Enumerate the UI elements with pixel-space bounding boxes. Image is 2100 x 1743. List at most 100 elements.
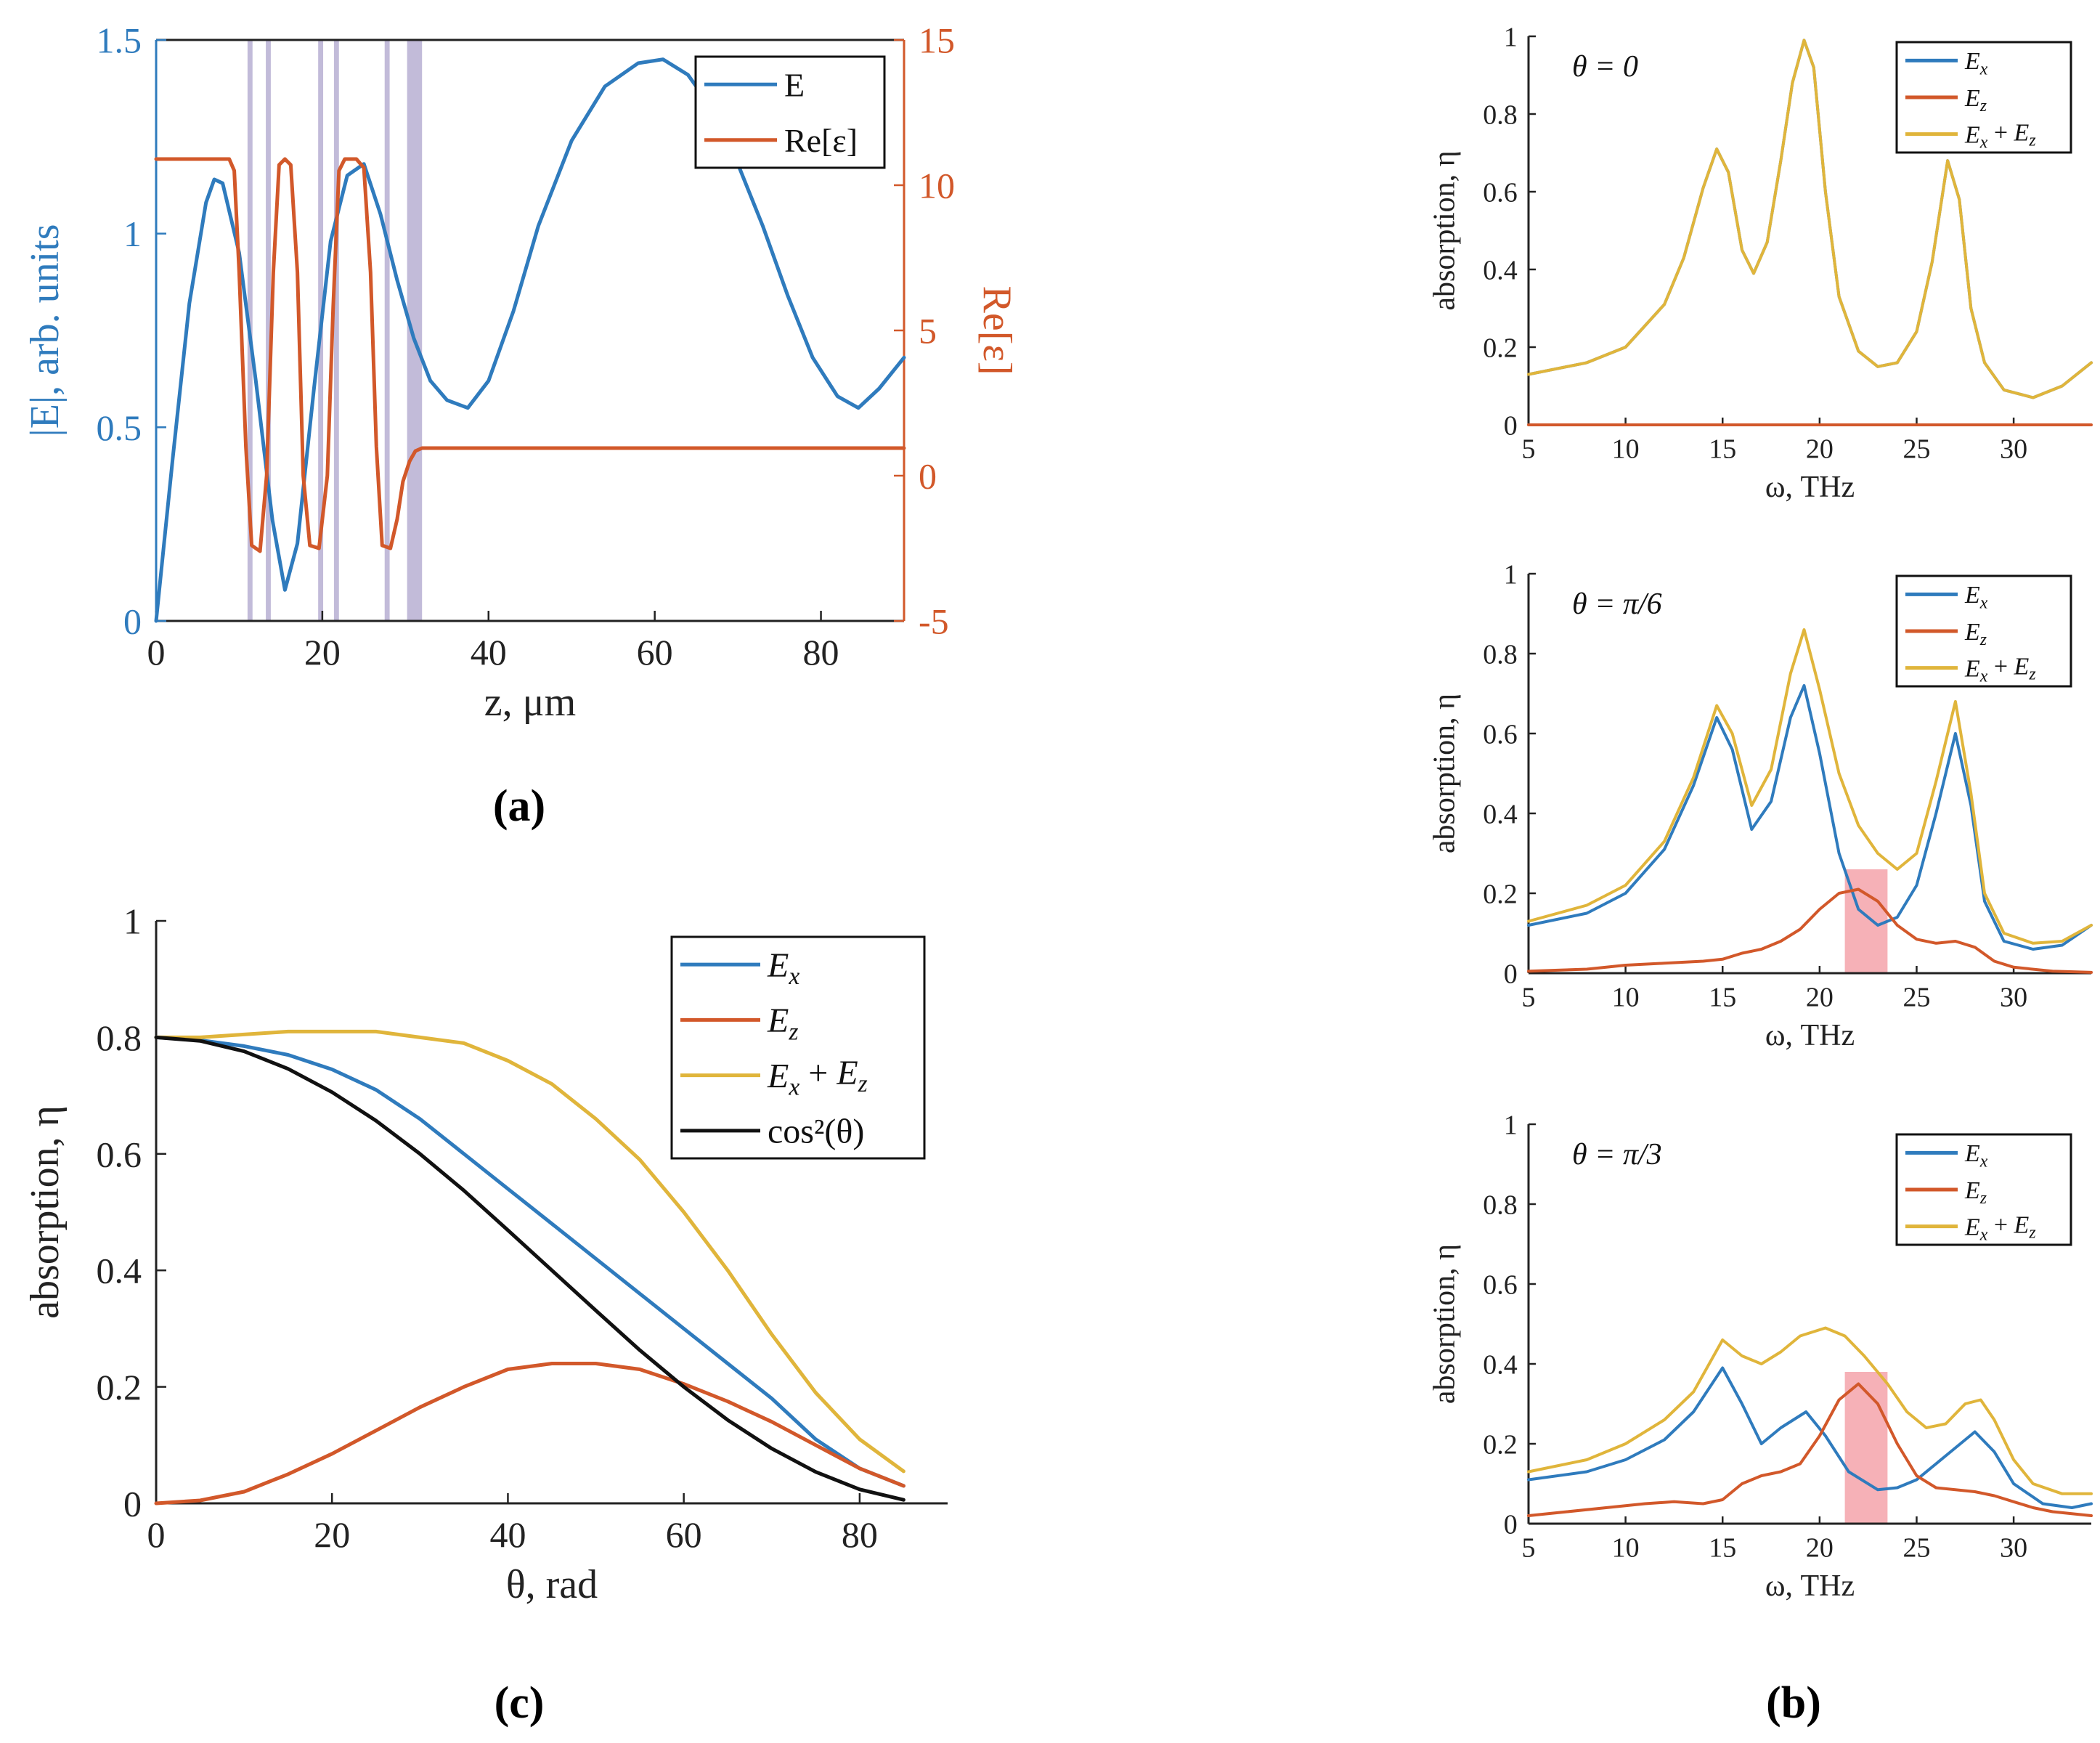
series-line-e bbox=[154, 57, 906, 623]
legend-label: Ex​ + Ez​ bbox=[1964, 120, 2036, 153]
x-tick-label: 15 bbox=[1709, 983, 1736, 1013]
y-tick-label: 0.4 bbox=[97, 1251, 142, 1291]
y-right-tick-label: -5 bbox=[919, 601, 949, 642]
y-axis-label: absorption, η bbox=[1428, 1244, 1461, 1404]
series-line-exez bbox=[1527, 628, 2093, 945]
y-axis-label-right: Re[ε] bbox=[974, 285, 1020, 375]
caption-b: (b) bbox=[1766, 1678, 1821, 1728]
x-tick-label: 25 bbox=[1902, 983, 1930, 1013]
x-tick-label: 20 bbox=[1806, 434, 1834, 465]
y-axis-label: absorption, η bbox=[1428, 694, 1461, 853]
x-tick-label: 25 bbox=[1902, 1533, 1930, 1564]
y-tick-label: 0.5 bbox=[97, 407, 142, 448]
caption-a: (a) bbox=[493, 781, 545, 831]
y-right-tick-label: 0 bbox=[919, 456, 937, 497]
x-tick-label: 40 bbox=[471, 632, 507, 673]
legend-label: Ez​ bbox=[1964, 1177, 1987, 1208]
x-tick-label: 15 bbox=[1709, 434, 1736, 465]
y-tick-label: 1 bbox=[1504, 559, 1518, 590]
x-tick-label: 20 bbox=[314, 1514, 350, 1555]
legend-label: Ex​ + Ez​ bbox=[1964, 1212, 2036, 1245]
series-line-exez bbox=[1527, 38, 2093, 399]
panel-title: θ = π/3 bbox=[1572, 1138, 1662, 1171]
legend-label: Ex​ + Ez​ bbox=[1964, 654, 2036, 686]
series-line-exez bbox=[1527, 1326, 2093, 1495]
panel-c-chart: 0 20 40 60 80 0 0.2 0.4 0.6 0.8 1 θ, rad absorption,… bbox=[23, 901, 948, 1607]
x-tick-label: 5 bbox=[1522, 983, 1536, 1013]
series-line-exez bbox=[154, 1029, 905, 1474]
y-tick-label: 1 bbox=[123, 901, 142, 942]
y-tick-label: 0.6 bbox=[1483, 719, 1518, 749]
series-line-ez bbox=[1527, 887, 2093, 974]
legend-label: Ex​ bbox=[1964, 1140, 1988, 1171]
x-tick-label: 20 bbox=[1806, 983, 1834, 1013]
y-tick-label: 0 bbox=[1504, 959, 1518, 989]
legend-label: cos²(θ) bbox=[768, 1113, 864, 1151]
y-tick-label: 1.5 bbox=[97, 20, 142, 61]
y-tick-label: 1 bbox=[123, 214, 142, 254]
series-line-ez bbox=[154, 1362, 905, 1506]
x-tick-label: 10 bbox=[1612, 983, 1640, 1013]
x-tick-label: 80 bbox=[803, 632, 839, 673]
y-tick-label: 0.8 bbox=[97, 1017, 142, 1058]
series-line-ex bbox=[1527, 684, 2093, 951]
shaded-band-5 bbox=[407, 40, 423, 621]
y-axis-label: |E|, arb. units bbox=[23, 224, 68, 436]
x-axis-label: z, μm bbox=[484, 680, 576, 725]
y-tick-label: 0.4 bbox=[1483, 1349, 1518, 1380]
y-right-tick-label: 5 bbox=[919, 311, 937, 352]
x-axis-label: ω, THz bbox=[1765, 471, 1855, 504]
y-tick-label: 0.8 bbox=[1483, 1190, 1518, 1220]
y-tick-label: 0 bbox=[1504, 410, 1518, 441]
y-right-tick-label: 15 bbox=[919, 20, 955, 61]
shaded-band-4 bbox=[384, 40, 390, 621]
caption-c: (c) bbox=[495, 1678, 545, 1728]
y-tick-label: 0.2 bbox=[1483, 879, 1518, 909]
x-tick-label: 5 bbox=[1522, 1533, 1536, 1564]
y-tick-label: 1 bbox=[1504, 1110, 1518, 1140]
y-right-tick-label: 10 bbox=[919, 166, 955, 206]
x-tick-label: 10 bbox=[1612, 1533, 1640, 1564]
shaded-band-3 bbox=[333, 40, 339, 621]
legend-box bbox=[694, 55, 886, 169]
panel-b1-chart: 5 10 15 20 25 30 0 0.2 0.4 0.6 0.8 1 ω, THz absorptio… bbox=[1428, 22, 2093, 504]
y-axis-label: absorption, η bbox=[23, 1105, 68, 1319]
x-tick-label: 30 bbox=[2000, 1533, 2027, 1564]
series-line-ex bbox=[154, 1035, 905, 1488]
y-tick-label: 0.8 bbox=[1483, 639, 1518, 670]
shaded-band-1 bbox=[266, 40, 271, 621]
x-tick-label: 15 bbox=[1709, 1533, 1736, 1564]
legend-label: Ez​ bbox=[1964, 85, 1987, 115]
series-line-ez bbox=[1527, 1382, 2093, 1517]
y-tick-label: 0 bbox=[123, 1484, 142, 1524]
y-tick-label: 0.4 bbox=[1483, 799, 1518, 829]
x-tick-label: 25 bbox=[1902, 434, 1930, 465]
x-tick-label: 60 bbox=[637, 632, 673, 673]
legend-label: E bbox=[784, 66, 805, 103]
series-line-cos bbox=[154, 1035, 905, 1502]
y-tick-label: 0.6 bbox=[1483, 177, 1518, 208]
highlight-band bbox=[1844, 1372, 1888, 1524]
series-line-re bbox=[154, 157, 906, 553]
legend-label: Ez​ bbox=[767, 1001, 798, 1045]
x-tick-label: 0 bbox=[147, 1514, 166, 1555]
x-axis-label: ω, THz bbox=[1765, 1019, 1855, 1052]
legend-label: Ex​ + Ez​ bbox=[767, 1054, 868, 1100]
legend-label: Ex​ bbox=[767, 946, 799, 990]
y-tick-label: 0.8 bbox=[1483, 99, 1518, 130]
x-axis-label: ω, THz bbox=[1765, 1569, 1855, 1603]
x-tick-label: 40 bbox=[489, 1514, 526, 1555]
y-tick-label: 0.6 bbox=[1483, 1269, 1518, 1300]
panel-title: θ = π/6 bbox=[1572, 588, 1662, 621]
y-tick-label: 0.2 bbox=[97, 1367, 142, 1407]
x-tick-label: 80 bbox=[842, 1514, 878, 1555]
x-tick-label: 30 bbox=[2000, 434, 2027, 465]
x-tick-label: 0 bbox=[147, 632, 166, 673]
x-tick-label: 20 bbox=[1806, 1533, 1834, 1564]
panel-b2-chart: 5 10 15 20 25 30 0 0.2 0.4 0.6 0.8 1 ω, THz absorptio… bbox=[1428, 559, 2093, 1052]
y-axis-label: absorption, η bbox=[1428, 150, 1461, 310]
x-tick-label: 60 bbox=[666, 1514, 702, 1555]
x-tick-label: 20 bbox=[304, 632, 341, 673]
y-tick-label: 0.2 bbox=[1483, 1429, 1518, 1460]
